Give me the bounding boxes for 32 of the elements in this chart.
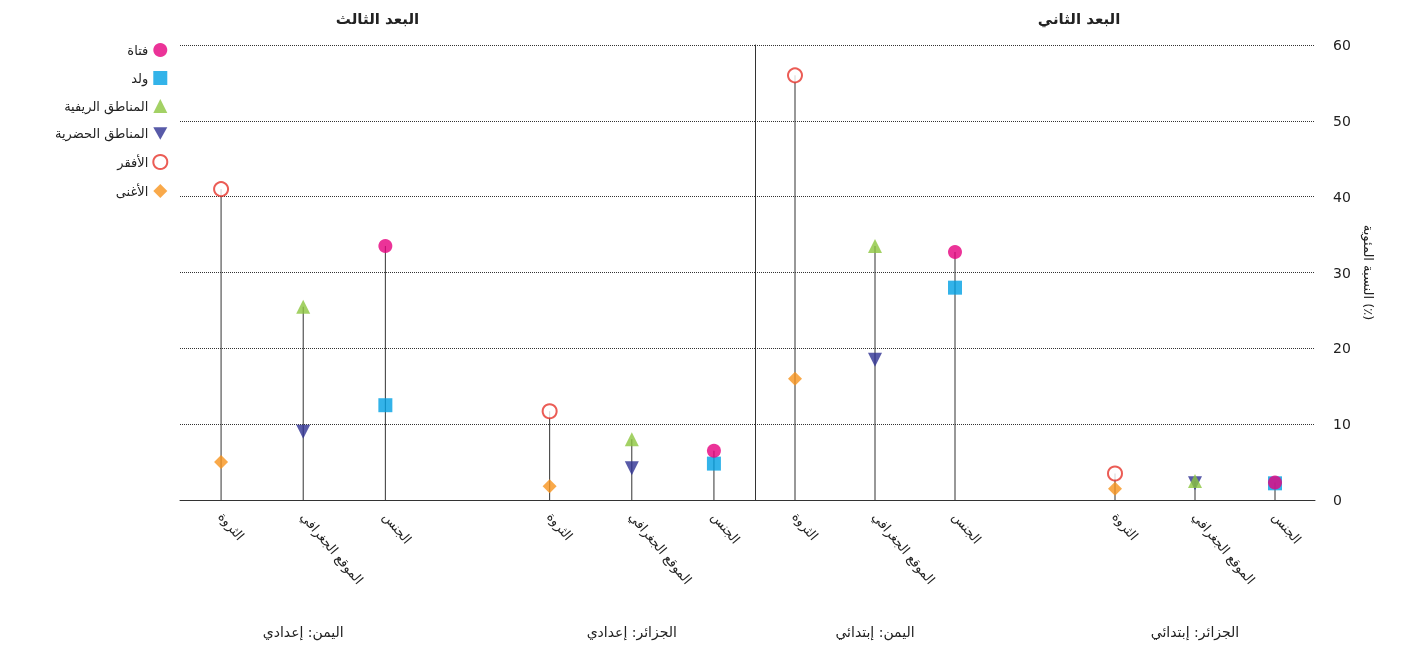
legend-label: ولد [131,70,149,87]
x-tick-label: الموقع الجغرافي [868,509,939,588]
x-tick-label: الثروة [788,509,822,544]
y-tick-label: 0 [1333,492,1342,508]
x-tick-label: الثروة [214,509,248,544]
x-tick-label: الموقع الجغرافي [625,509,695,588]
text: اليمن: إبتدائي [835,624,915,641]
y-tick-label: 30 [1333,264,1351,281]
chart-title: البعد الثالث [335,9,420,28]
x-tick-label: الجنس [707,509,744,548]
y-tick-label: 60 [1333,37,1351,53]
chart-title: البعد الثاني [1037,9,1121,28]
legend-label: الأغنى [115,182,149,199]
x-tick-label: الثروة [1108,509,1142,544]
x-tick-label: الثروة [543,509,576,544]
legend-label: فتاة [127,42,149,58]
x-tick-label: الموقع الجغرافي [1188,509,1259,588]
text: الجزائر: إبتدائي [1150,624,1240,641]
text: اليمن: إعدادي [262,624,344,641]
legend-label: الأفقر [116,153,149,171]
x-tick-label: الموقع الجغرافي [296,509,367,588]
y-axis-title: النسبة المئوية (٪) [1359,224,1376,321]
y-tick-label: 40 [1333,188,1351,205]
legend-label: المناطق الريفية [64,98,149,115]
legend-label: المناطق الحضرية [54,126,149,142]
y-tick-label: 10 [1333,416,1351,433]
x-tick-label: الجنس [948,509,985,548]
y-tick-label: 20 [1333,340,1351,357]
x-tick-label: الجنس [378,509,415,548]
y-tick-label: 50 [1333,112,1351,129]
text: الجزائر: إعدادي [586,624,677,641]
x-tick-label: الجنس [1268,509,1305,548]
